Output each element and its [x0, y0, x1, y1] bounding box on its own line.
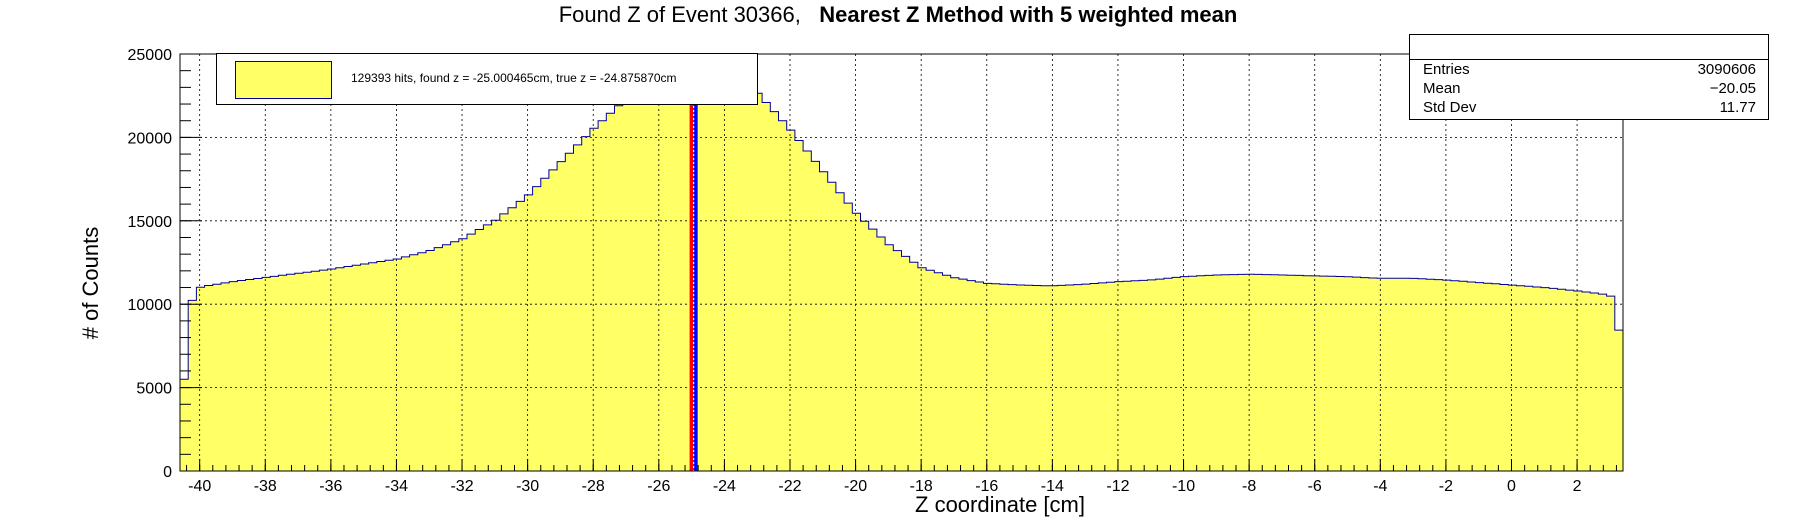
x-tick-label: -20 [844, 478, 867, 495]
legend-swatch [235, 61, 332, 99]
x-tick-label: -32 [450, 478, 473, 495]
x-tick-label: -14 [1041, 478, 1064, 495]
x-tick-label: -12 [1106, 478, 1129, 495]
axes: -40 -38 -36 -34 -32 -30 -28 -26 -24 -22 -20 -18 -16-… [128, 47, 1624, 495]
x-tick-label: -26 [647, 478, 670, 495]
stats-std-value: 11.77 [1719, 99, 1756, 116]
x-tick-label: 2 [1573, 478, 1582, 495]
y-tick-label: 10000 [128, 297, 173, 314]
y-axis-label: # of Counts [78, 227, 103, 340]
stats-header [1410, 35, 1768, 60]
x-tick-label: -28 [582, 478, 605, 495]
stats-row-std: Std Dev 11.77 [1410, 98, 1768, 117]
x-tick-label: -2 [1439, 478, 1453, 495]
legend-entry: 129393 hits, found z = -25.000465cm, tru… [351, 71, 677, 85]
x-tick-label: -6 [1308, 478, 1322, 495]
chart-title-bold: Nearest Z Method with 5 weighted mean [819, 2, 1238, 27]
x-axis-label: Z coordinate [cm] [915, 492, 1085, 517]
x-tick-label: -34 [385, 478, 408, 495]
chart-title: Found Z of Event 30366, Nearest Z Method… [0, 2, 1796, 28]
vertex-lines [689, 54, 698, 471]
x-tick-label: -10 [1172, 478, 1195, 495]
y-tick-label: 0 [163, 464, 172, 481]
x-tick-label: 0 [1507, 478, 1516, 495]
x-tick-label: -4 [1373, 478, 1387, 495]
plot-frame [179, 53, 1624, 472]
legend-box: 129393 hits, found z = -25.000465cm, tru… [216, 53, 758, 105]
histogram-fill [179, 53, 1624, 472]
chart-title-main: Found Z of Event 30366, [558, 2, 801, 27]
stats-mean-value: −20.05 [1709, 80, 1756, 97]
stats-entries-value: 3090606 [1697, 61, 1756, 78]
x-tick-label: -40 [188, 478, 211, 495]
y-tick-label: 25000 [128, 47, 173, 64]
x-tick-label: -22 [778, 478, 801, 495]
x-tick-label: -30 [516, 478, 539, 495]
y-tick-label: 20000 [128, 130, 173, 147]
x-tick-label: -8 [1242, 478, 1256, 495]
stats-std-label: Std Dev [1423, 99, 1477, 116]
histogram-bars [179, 53, 1624, 472]
stats-row-entries: Entries 3090606 [1410, 60, 1768, 79]
stats-mean-label: Mean [1423, 80, 1461, 97]
x-tick-label: -38 [254, 478, 277, 495]
x-tick-label: -18 [910, 478, 933, 495]
stats-row-mean: Mean −20.05 [1410, 79, 1768, 98]
x-tick-label: -36 [319, 478, 342, 495]
y-tick-label: 15000 [128, 214, 173, 231]
x-tick-label: -16 [975, 478, 998, 495]
y-tick-label: 5000 [136, 381, 172, 398]
x-tick-label: -24 [713, 478, 736, 495]
stats-entries-label: Entries [1423, 61, 1470, 78]
stats-box: Entries 3090606 Mean −20.05 Std Dev 11.7… [1409, 34, 1769, 120]
